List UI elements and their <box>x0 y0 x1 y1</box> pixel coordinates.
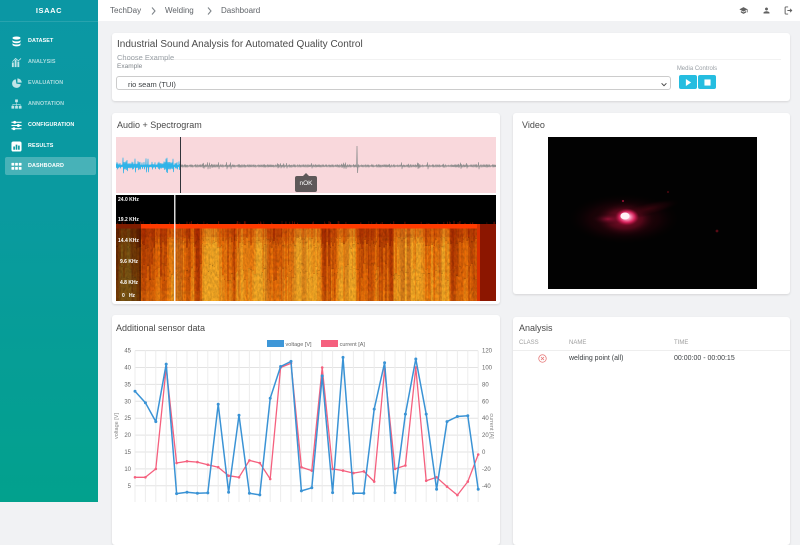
svg-text:100: 100 <box>482 366 493 372</box>
svg-text:35: 35 <box>124 382 131 388</box>
svg-text:19.2 KHz: 19.2 KHz <box>118 217 139 223</box>
svg-text:40: 40 <box>124 366 131 372</box>
svg-text:80: 80 <box>482 382 489 388</box>
svg-text:20: 20 <box>482 433 489 439</box>
svg-text:9.6 KHz: 9.6 KHz <box>120 259 139 265</box>
svg-text:5: 5 <box>128 484 132 490</box>
svg-text:4.8 KHz: 4.8 KHz <box>120 280 139 286</box>
svg-text:15: 15 <box>124 450 131 456</box>
svg-text:current [A]: current [A] <box>488 413 494 439</box>
svg-text:-40: -40 <box>482 484 491 490</box>
svg-text:40: 40 <box>482 416 489 422</box>
svg-text:25: 25 <box>124 416 131 422</box>
svg-text:voltage [V]: voltage [V] <box>114 413 120 439</box>
svg-text:10: 10 <box>124 467 131 473</box>
svg-text:0 Hz: 0 Hz <box>122 293 136 299</box>
svg-text:0: 0 <box>482 450 486 456</box>
svg-text:60: 60 <box>482 399 489 405</box>
svg-text:24.0 KHz: 24.0 KHz <box>118 197 139 203</box>
svg-text:-20: -20 <box>482 467 491 473</box>
svg-text:30: 30 <box>124 399 131 405</box>
svg-text:14.4 KHz: 14.4 KHz <box>118 238 139 244</box>
svg-text:120: 120 <box>482 349 493 355</box>
svg-text:45: 45 <box>124 349 131 355</box>
svg-text:20: 20 <box>124 433 131 439</box>
